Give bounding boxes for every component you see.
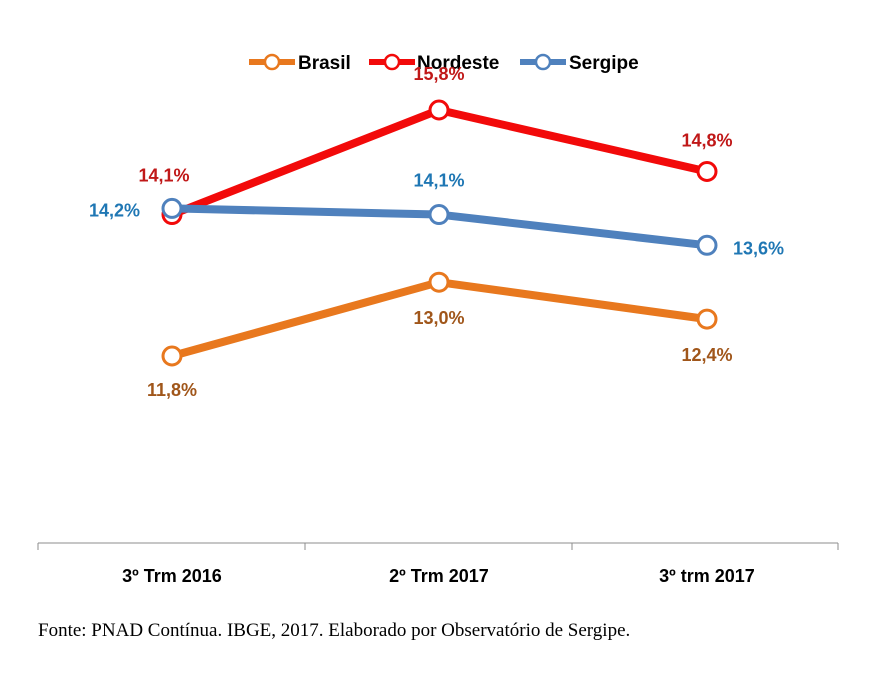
legend-label-sergipe: Sergipe [569,53,639,74]
legend-marker-brasil [263,53,281,71]
source-note: Fonte: PNAD Contínua. IBGE, 2017. Elabor… [38,620,631,641]
legend-item-nordeste: Nordeste [369,53,499,74]
point-nordeste [696,161,718,182]
point-brasil [696,308,718,330]
legend-label-brasil: Brasil [298,53,351,74]
legend-label-nordeste: Nordeste [417,53,499,74]
x-tick-label: 2º Trm 2017 [389,566,489,586]
point-sergipe [696,234,718,256]
x-tick-label: 3º Trm 2016 [122,566,222,586]
series-nordeste: 14,1% 15,8% 14,8% [138,64,733,226]
data-label-nordeste: 14,1% [138,166,189,186]
data-label-sergipe: 14,2% [89,200,140,220]
legend-marker-sergipe [534,53,552,71]
point-nordeste [428,99,450,121]
legend: Brasil Nordeste Sergipe [249,53,639,74]
data-label-nordeste: 14,8% [681,131,732,151]
x-axis: 3º Trm 2016 2º Trm 2017 3º trm 2017 [37,542,839,586]
point-brasil [161,345,183,367]
legend-item-brasil: Brasil [249,53,351,74]
legend-item-sergipe: Sergipe [520,53,639,74]
point-brasil [428,271,450,293]
data-label-sergipe: 13,6% [733,238,784,258]
line-chart: Brasil Nordeste Sergipe 3º Trm 2016 2º Trm … [37,53,839,586]
x-tick-label: 3º trm 2017 [659,566,755,586]
series-brasil: 11,8% 13,0% 12,4% [147,271,733,400]
plot-area: 11,8%13,0%12,4%14,1%15,8%14,8%14,2%14,1%… [89,64,784,400]
series-sergipe: 14,2% 14,1% 13,6% [89,171,784,259]
point-sergipe [428,204,450,226]
point-sergipe [161,197,183,219]
data-label-brasil: 12,4% [681,345,732,365]
data-label-brasil: 11,8% [147,380,197,400]
series-line-nordeste [168,106,711,219]
data-label-nordeste: 15,8% [413,64,464,84]
data-label-sergipe: 14,1% [413,171,464,191]
legend-marker-nordeste [383,53,401,71]
data-label-brasil: 13,0% [413,308,464,328]
